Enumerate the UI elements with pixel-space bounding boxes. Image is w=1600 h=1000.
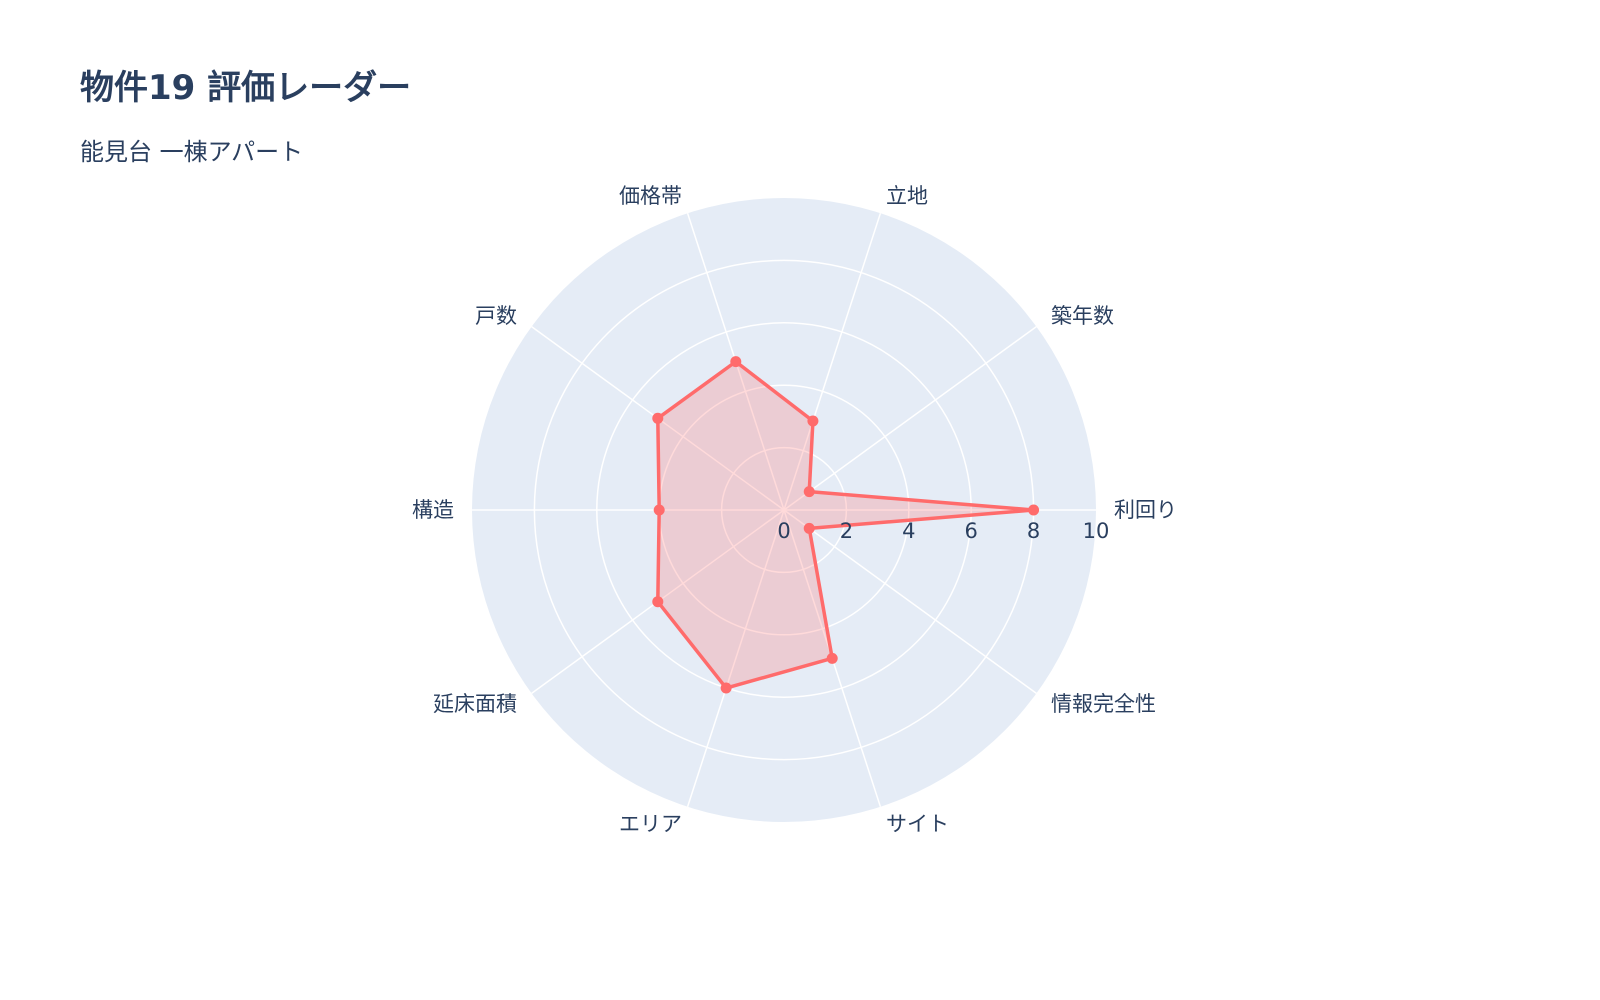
radial-tick-label: 8 [1027, 519, 1040, 543]
axis-label: 価格帯 [619, 184, 682, 208]
data-point [1028, 504, 1040, 516]
chart-subtitle: 能見台 一棟アパート [80, 138, 304, 166]
data-point [720, 682, 732, 694]
data-point [826, 652, 838, 664]
axis-label: 構造 [412, 498, 454, 522]
data-point [653, 504, 665, 516]
data-point [807, 415, 819, 427]
axis-label: 情報完全性 [1051, 692, 1156, 716]
axis-label: 立地 [886, 184, 928, 208]
grid-spoke [783, 326, 1037, 511]
axis-label: 戸数 [475, 304, 517, 328]
axis-label: 築年数 [1051, 304, 1114, 328]
radial-tick-label: 0 [777, 519, 790, 543]
radial-tick-label: 6 [965, 519, 978, 543]
radial-tick-label: 2 [840, 519, 853, 543]
radial-tick-label: 10 [1083, 519, 1110, 543]
grid-spoke [783, 213, 882, 511]
data-point [803, 486, 815, 498]
axis-label: エリア [619, 812, 682, 836]
data-point [730, 356, 742, 368]
axis-label: 利回り [1114, 498, 1177, 522]
axis-label: サイト [886, 812, 949, 836]
grid-spoke [783, 509, 1037, 694]
radial-tick-label: 4 [902, 519, 915, 543]
chart-title: 物件19 評価レーダー [80, 68, 412, 108]
data-point [803, 522, 815, 534]
data-point [652, 412, 664, 424]
grid-spoke [686, 509, 785, 807]
axis-label: 延床面積 [433, 692, 517, 716]
data-point [652, 596, 664, 608]
